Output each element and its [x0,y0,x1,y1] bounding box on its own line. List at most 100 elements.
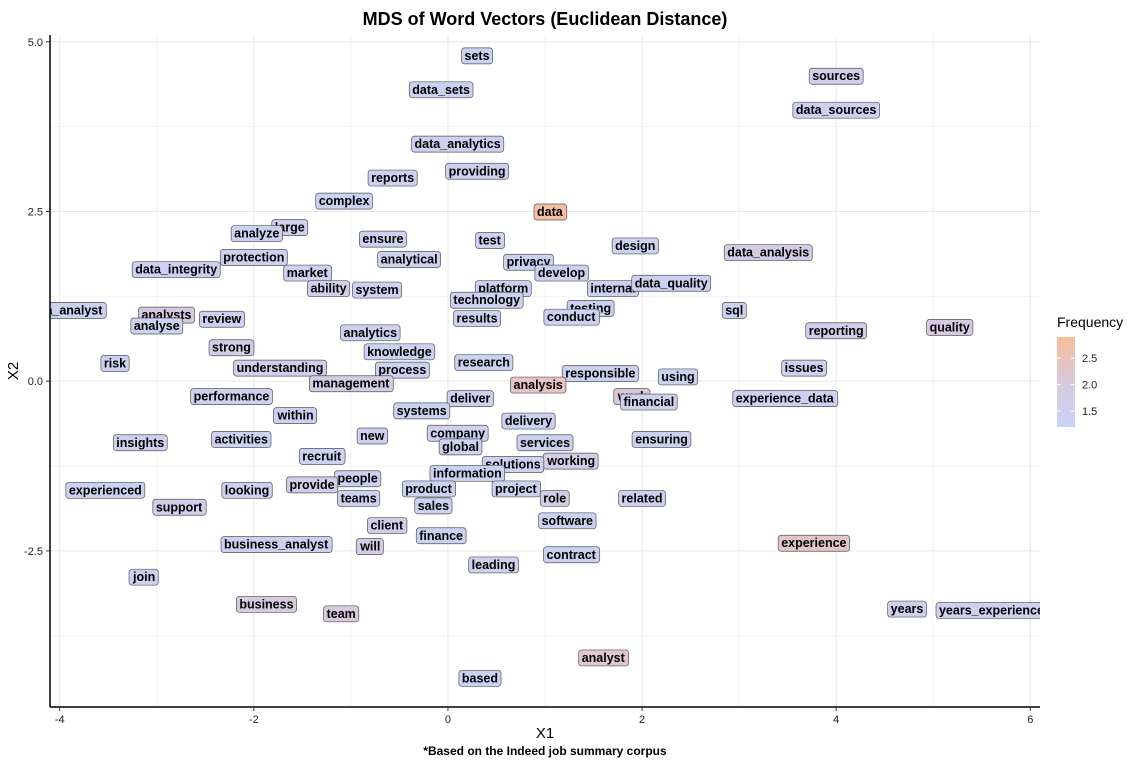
word-label-box [374,361,430,379]
word-label-box [543,546,601,564]
word-label: will [355,538,384,555]
word-label: data_sets [408,81,474,99]
word-label-box [100,355,130,372]
word-label-text: analyst [582,651,626,665]
word-label-text: management [312,377,390,391]
word-label: based [458,669,502,687]
word-label-text: analysis [514,378,563,392]
word-label: reports [367,169,418,187]
word-label-box [307,280,351,298]
word-label-text: business_analyst [224,538,329,552]
word-label: related [618,490,666,507]
word-label-text: support [156,500,203,514]
word-label-box [359,230,407,248]
word-label-box [65,481,146,499]
data-labels: sets data_sets sources data_sources data_ana… [27,47,1044,687]
word-label: sales [414,497,453,515]
word-label-text: knowledge [367,345,432,359]
x-axis-ticks: -4 -2 0 2 4 6 [55,707,1033,726]
word-label: team [323,605,360,623]
word-label-text: company [430,426,485,440]
word-label-text: activities [214,432,268,446]
word-label: data_quality [631,274,712,292]
y-axis-title: X2 [5,362,22,380]
x-tick-label: 6 [1027,714,1033,726]
word-label: design [611,237,659,255]
legend-ticks: 1.5 2.0 2.5 [1057,353,1097,418]
word-label: experienced [65,481,146,499]
word-label: product [401,480,456,498]
word-label-box [190,388,273,405]
word-label: provide [286,476,339,494]
word-label-box [367,517,408,534]
word-label-text: deliver [450,392,490,406]
word-label-box [315,192,373,210]
legend-tick-label: 2.5 [1082,353,1097,365]
word-label: software [538,512,597,530]
word-label-box [393,402,451,420]
word-label: new [356,427,389,445]
word-label: global [438,438,483,456]
word-label: develop [534,264,589,282]
legend-tick-label: 2.0 [1082,380,1097,392]
word-label: delivery [501,412,556,430]
word-label-box [367,169,418,187]
word-label-box [414,497,453,515]
word-label-box [446,390,494,408]
word-label-text: business [239,597,293,611]
word-label-box [211,431,272,448]
word-label-text: ensuring [635,432,688,446]
word-label: providing [445,162,509,180]
word-label-box [219,249,288,266]
word-label-box [618,490,666,507]
word-label-text: data_analysis [727,246,809,260]
word-label-box [538,512,597,530]
word-label: data [533,203,568,221]
word-label-box [461,47,493,65]
word-label-text: global [442,440,479,454]
word-label: insights [112,434,168,452]
word-label-text: data_analyst [27,303,104,317]
word-label: understanding [233,359,327,377]
word-label-box [283,264,332,282]
word-label-text: ability [310,282,346,296]
word-label-box [377,251,441,268]
word-label-box [337,490,381,507]
word-label: review [198,310,245,328]
word-label-text: understanding [237,361,324,375]
word-label-box [308,375,394,393]
x-axis-title: X1 [536,725,554,742]
chart-title: MDS of Word Vectors (Euclidean Distance) [363,9,728,29]
word-label-box [131,261,221,279]
word-label-box [732,390,839,408]
word-label: role [539,490,570,507]
word-label: analyst [578,649,629,667]
word-label-box [273,407,317,424]
word-label-box [887,600,927,618]
word-label-box [491,480,541,498]
word-label: management [308,375,394,393]
word-label: experience [777,534,850,552]
word-label-box [475,232,505,249]
word-label-text: analyse [134,319,180,333]
word-label: conduct [543,308,600,326]
word-label-text: services [520,436,570,450]
word-label-text: looking [225,483,269,497]
word-label-text: insights [116,436,164,450]
word-label-text: data_sources [796,103,877,117]
word-label-text: people [338,472,378,486]
word-label-text: process [378,363,426,377]
word-label-text: market [287,266,329,280]
word-label-box [620,393,678,411]
word-label-text: data_analytics [415,137,501,151]
word-label-box [363,343,436,361]
word-label-text: system [356,283,399,297]
word-label-text: research [458,356,510,370]
word-label-box [501,412,556,430]
word-label: data_integrity [131,261,221,279]
word-label: join [128,568,159,586]
word-label-box [805,322,867,340]
word-label-text: years_experience [939,603,1044,617]
word-label-text: data_sets [412,83,470,97]
word-label-text: issues [785,361,824,375]
